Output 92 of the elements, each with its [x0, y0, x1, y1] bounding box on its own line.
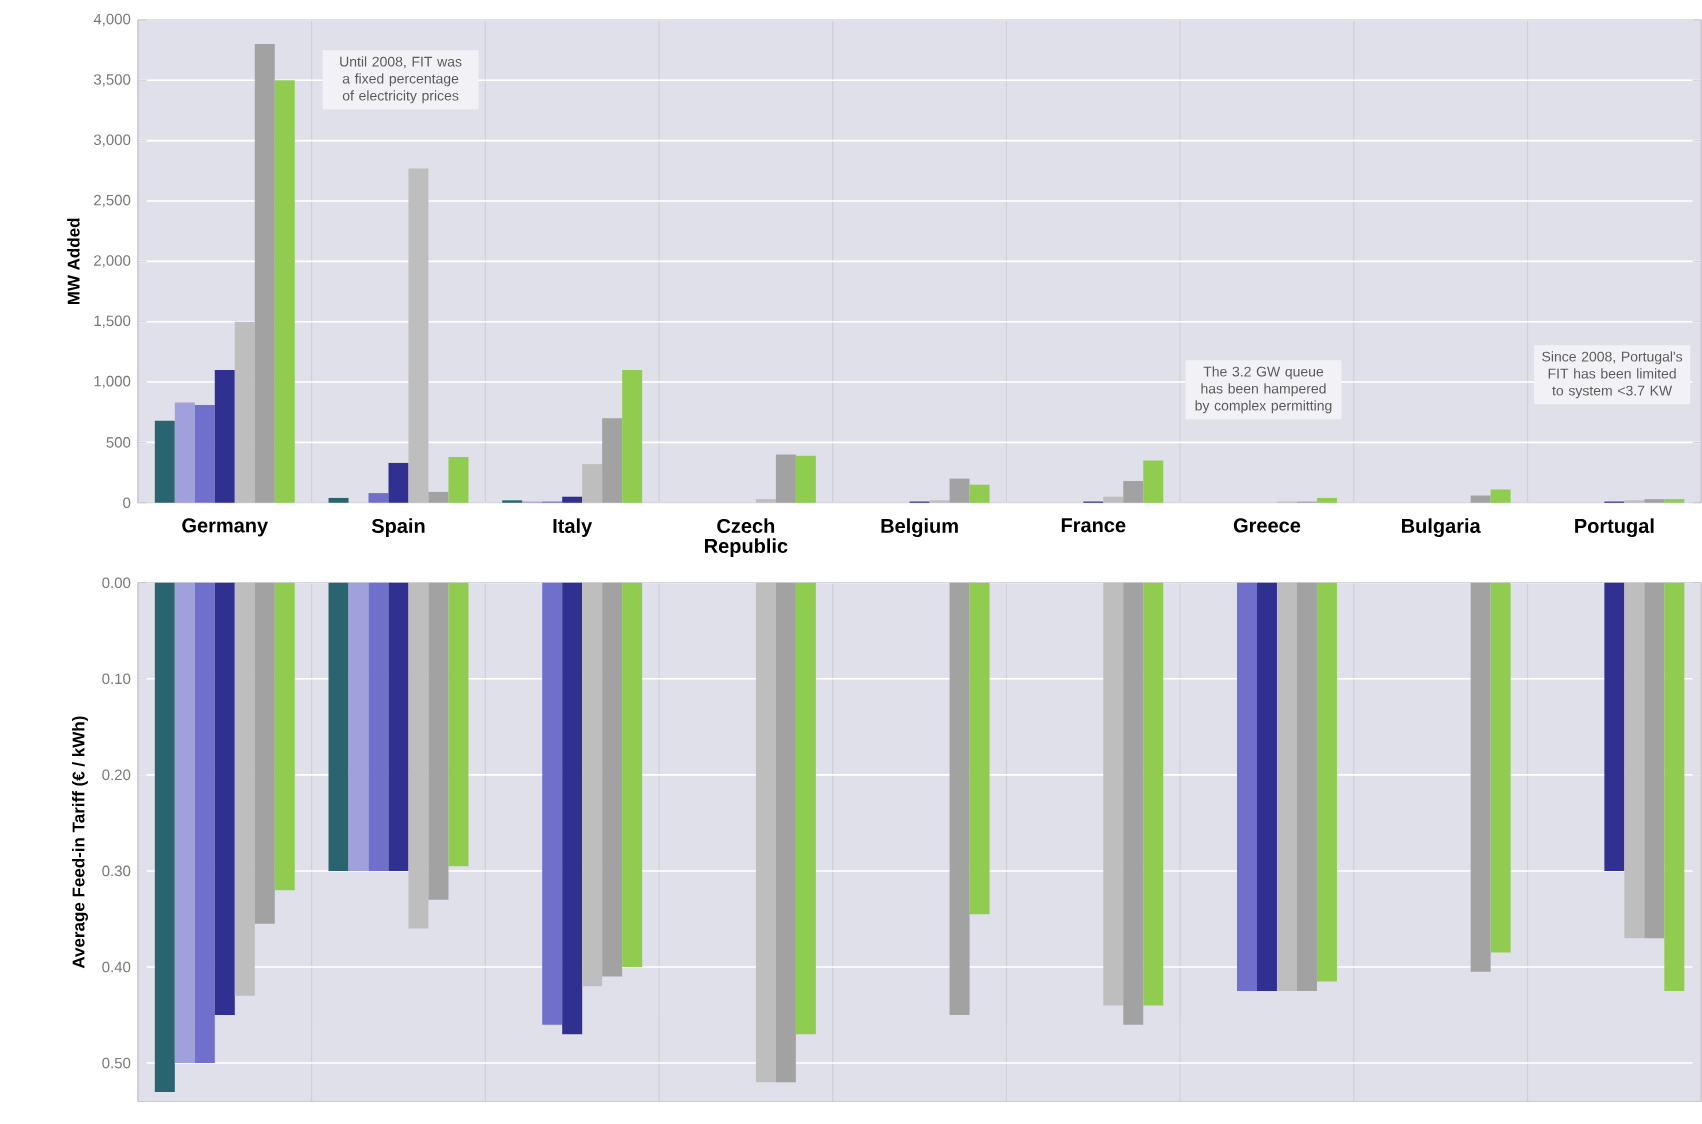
bar [388, 463, 409, 503]
y-tick-label: 2,500 [94, 194, 131, 208]
bar [328, 498, 349, 503]
bar [1296, 582, 1317, 992]
y-tick-label: 0.00 [102, 577, 131, 589]
y-tick-label: 1,000 [94, 375, 131, 389]
x-tick-label: France [1061, 518, 1126, 533]
bar [154, 582, 175, 1093]
y-tick-label: 0 [123, 497, 131, 509]
bar [214, 370, 235, 503]
bar [174, 402, 195, 503]
bar [194, 582, 215, 1064]
bar [388, 582, 409, 872]
bar [1490, 489, 1511, 503]
bar [602, 582, 623, 977]
y-tick-label: 3,500 [93, 74, 131, 87]
bar [1470, 582, 1491, 972]
bar [949, 582, 970, 1016]
bar [562, 582, 583, 1035]
bar [1236, 582, 1257, 992]
bar [1604, 582, 1625, 872]
bar [348, 582, 369, 872]
bar [1490, 582, 1511, 953]
x-tick-label: Bulgaria [1402, 518, 1481, 538]
bar [582, 464, 603, 503]
bar [214, 582, 235, 1016]
bar [274, 80, 295, 503]
x-tick-label: Czech Republic [705, 518, 788, 558]
y-tick-label: 2,000 [94, 255, 131, 268]
bar [622, 370, 643, 503]
bar [368, 582, 389, 872]
bar [1143, 582, 1164, 1006]
annotation: The 3.2 GW queue has been hampered by complex permitting [1195, 366, 1332, 414]
annotation: Since 2008, Portugal's FIT has been limited to system <3.7 KW [1542, 351, 1683, 399]
bar [1316, 582, 1337, 982]
bar [929, 500, 950, 503]
x-tick-label: Portugal [1575, 518, 1654, 538]
x-tick-label: Germany [182, 518, 269, 537]
bar [1644, 499, 1665, 503]
x-tick-label: Italy [553, 518, 593, 538]
bar [1123, 582, 1144, 1025]
bar [1143, 460, 1164, 503]
y-tick-label: 0.50 [102, 1057, 131, 1069]
bar [234, 321, 255, 503]
bar [254, 44, 275, 503]
bar [274, 582, 295, 891]
bar [154, 420, 175, 503]
bar [1470, 495, 1491, 503]
x-tick-label: Greece [1233, 518, 1301, 533]
bar [408, 168, 429, 503]
bar [542, 582, 563, 1025]
y-axis-title: Average Feed-in Tariff (€ / kWh) [72, 716, 88, 969]
y-tick-label: 4,000 [93, 13, 131, 27]
bar [1316, 498, 1337, 503]
bar [174, 582, 195, 1064]
bar [1123, 481, 1144, 503]
bar [328, 582, 349, 872]
y-tick-label: 0.20 [102, 769, 131, 781]
y-tick-label: 0.10 [102, 673, 131, 685]
y-tick-label: 3,000 [93, 134, 131, 147]
bar [194, 405, 215, 503]
bar [795, 582, 816, 1035]
bar [602, 418, 623, 503]
bar [969, 582, 990, 915]
y-tick-label: 0.30 [102, 865, 131, 877]
annotation: Until 2008, FIT was a fixed percentage of electricity prices [340, 56, 462, 104]
bar [969, 484, 990, 503]
bar [622, 582, 643, 968]
bar [1664, 582, 1685, 992]
bar [775, 454, 796, 503]
y-tick-label: 0.40 [102, 961, 131, 973]
x-tick-label: Belgium [881, 518, 958, 538]
y-tick-label: 1,500 [94, 315, 131, 329]
bar [795, 455, 816, 503]
y-tick-label: 500 [106, 437, 131, 448]
bar [448, 457, 469, 503]
bar [775, 582, 796, 1083]
bar [502, 500, 523, 503]
y-axis-title: MW Added [67, 218, 80, 305]
bar [1624, 500, 1645, 503]
bar [1664, 499, 1685, 503]
bar [254, 582, 275, 924]
bar [368, 493, 389, 503]
bar [428, 582, 449, 900]
bar [1103, 496, 1124, 503]
bar [428, 492, 449, 503]
bar [448, 582, 469, 867]
bar [1644, 582, 1665, 939]
bar [562, 496, 583, 503]
bar [1256, 582, 1277, 992]
x-tick-label: Spain [371, 518, 425, 538]
bar [949, 478, 970, 503]
